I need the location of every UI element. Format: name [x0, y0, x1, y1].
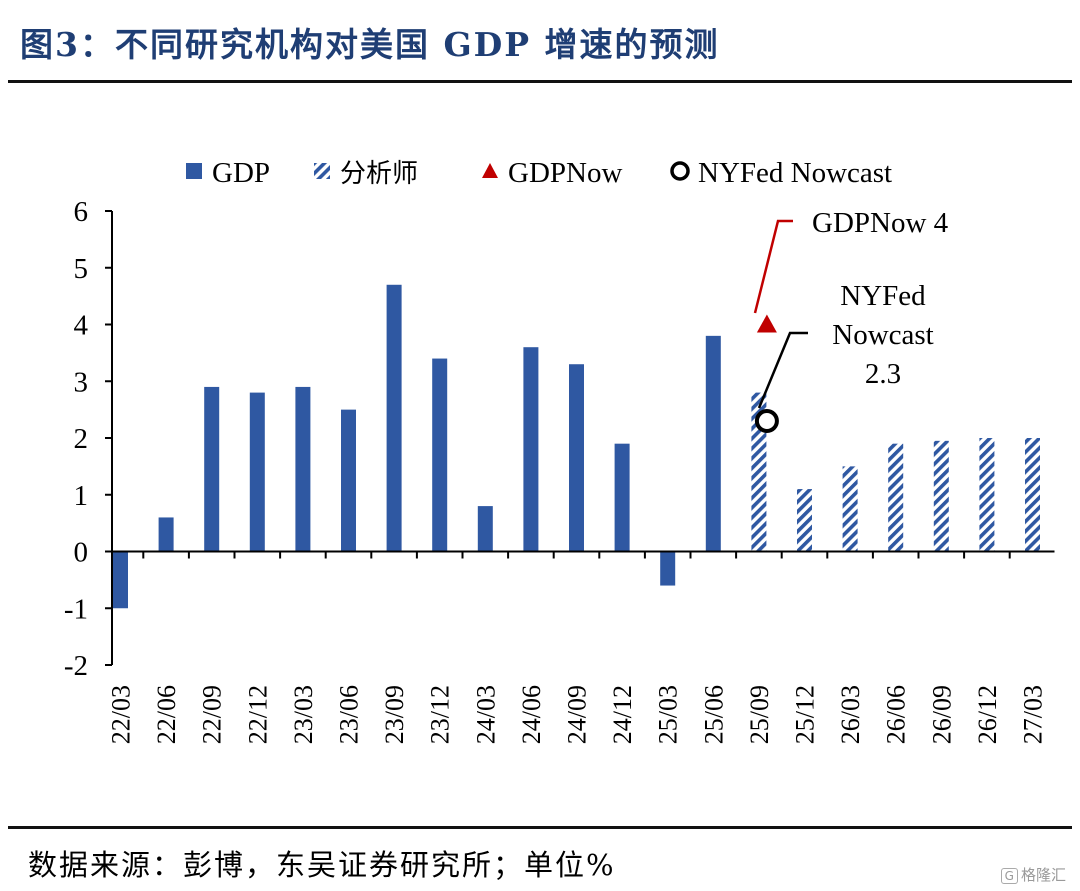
nyfed-marker	[754, 408, 779, 433]
x-tick-label: 24/06	[517, 685, 546, 744]
gdp-bar-24-12	[614, 443, 630, 552]
axes-layer: 6 5 4 3 2 1 0 -1 -2 22/03 22/06 22/09 22/12 23/03 23/0…	[64, 196, 1055, 744]
legend-label: GDP	[212, 157, 270, 189]
gdpnow-callout-label: GDPNow 4	[812, 207, 949, 239]
x-tick-label: 24/09	[563, 685, 592, 744]
x-tick-label: 26/03	[836, 685, 865, 744]
x-tick-label: 24/03	[471, 685, 500, 744]
x-tick-label: 22/09	[198, 685, 227, 744]
forecast-bar-25-12	[797, 489, 812, 552]
markers-layer: GDPNow 4 NYFed Nowcast 2.3	[753, 207, 949, 433]
gdp-bar-24-06	[523, 347, 539, 552]
gdp-bar-23-06	[341, 409, 356, 552]
x-tick-label: 23/12	[426, 685, 455, 744]
gdp-bar-25-06	[705, 335, 721, 552]
chart-title: 图3：不同研究机构对美国 GDP 增速的预测	[20, 25, 720, 64]
gdp-bar-22-03	[113, 551, 128, 609]
forecast-bar-27-03	[1025, 438, 1040, 552]
gdp-bar-23-03	[295, 386, 311, 552]
y-tick-label: 1	[74, 480, 89, 512]
gdp-bar-25-03	[660, 551, 676, 586]
y-tick-label: 6	[74, 196, 89, 228]
gdp-bar-23-12	[432, 358, 448, 552]
watermark: G 格隆汇	[1000, 864, 1066, 885]
gdpnow-callout-line	[753, 219, 793, 314]
legend-label: 分析师	[340, 159, 418, 189]
y-tick-label: 3	[74, 366, 89, 398]
gdp-bar-22-12	[249, 392, 265, 552]
legend-nyfed-swatch	[670, 161, 690, 181]
y-tick-label: -1	[64, 593, 88, 625]
legend-gdp-swatch	[186, 163, 202, 179]
nyfed-callout-label: NYFed	[840, 280, 926, 312]
x-tick-label: 22/12	[243, 685, 272, 744]
gdp-bar-22-06	[158, 517, 174, 552]
legend-label: NYFed Nowcast	[698, 157, 892, 189]
forecast-bar-25-09	[751, 392, 767, 552]
x-tick-label: 25/03	[654, 685, 683, 744]
bars-layer	[113, 284, 1040, 609]
x-tick-label: 23/03	[289, 685, 318, 744]
gdp-bar-23-09	[386, 284, 402, 552]
forecast-bar-26-09	[933, 440, 949, 552]
x-tick-label: 27/03	[1019, 685, 1048, 744]
title-divider	[8, 80, 1072, 83]
y-tick-label: 4	[74, 310, 89, 342]
x-tick-label: 22/03	[107, 685, 136, 744]
watermark-logo-icon: G	[1000, 868, 1018, 884]
nyfed-callout-line	[757, 331, 808, 409]
x-tick-label: 25/06	[699, 685, 728, 744]
nyfed-callout-label: 2.3	[865, 358, 901, 390]
nyfed-callout-label: Nowcast	[832, 319, 933, 351]
y-tick-label: 0	[74, 537, 89, 569]
gdpnow-marker	[756, 314, 777, 333]
x-tick-label: 26/12	[973, 685, 1002, 744]
forecast-bar-26-12	[979, 438, 995, 552]
gdp-bar-24-03	[477, 506, 493, 552]
x-tick-label: 26/06	[882, 685, 911, 744]
y-tick-label: -2	[64, 650, 88, 682]
x-tick-label: 23/09	[380, 685, 409, 744]
x-tick-label: 25/09	[745, 685, 774, 744]
chart-legend: GDP 分析师 GDPNow NYFed Nowcast	[186, 157, 892, 189]
legend-forecast-swatch	[314, 163, 330, 179]
legend-label: GDPNow	[508, 157, 622, 189]
y-tick-label: 5	[74, 253, 89, 285]
y-tick-label: 2	[74, 423, 89, 455]
forecast-bar-26-06	[888, 443, 904, 552]
x-tick-label: 23/06	[335, 685, 364, 744]
gdp-bar-24-09	[569, 364, 584, 552]
forecast-bar-26-03	[842, 466, 858, 552]
footer-divider	[8, 826, 1072, 829]
source-note: 数据来源：彭博，东吴证券研究所；单位%	[28, 848, 616, 882]
x-tick-label: 24/12	[608, 685, 637, 744]
watermark-text: 格隆汇	[1020, 866, 1066, 884]
bar-chart: GDP 分析师 GDPNow NYFed Nowcast 6 5 4 3 2 1 0 -1 -2 22/…	[64, 157, 1055, 744]
x-tick-label: 25/12	[791, 685, 820, 744]
x-tick-label: 26/09	[927, 685, 956, 744]
gdp-bar-22-09	[204, 386, 220, 552]
x-tick-label: 22/06	[152, 685, 181, 744]
legend-gdpnow-swatch	[482, 163, 498, 178]
